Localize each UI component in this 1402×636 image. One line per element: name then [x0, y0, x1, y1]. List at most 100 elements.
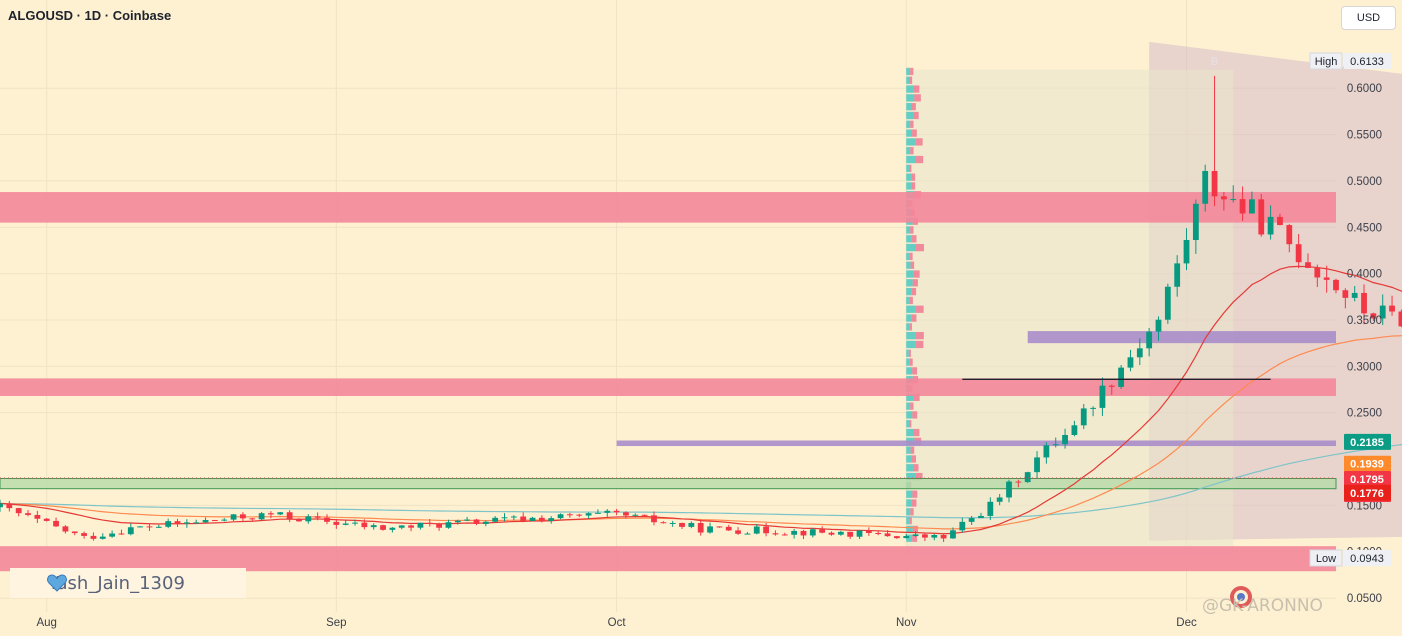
- candle-down: [380, 525, 386, 530]
- ema-200-line: [0, 443, 1402, 519]
- candle-up: [968, 518, 975, 522]
- candle-up: [193, 522, 200, 524]
- candle-up: [1118, 367, 1125, 387]
- volume-bar-down: [910, 446, 915, 454]
- candle-down: [296, 518, 302, 522]
- time-tick-label: Oct: [608, 617, 627, 629]
- candle-down: [90, 535, 97, 539]
- moving-averages: [0, 265, 1402, 535]
- volume-bar-down: [910, 226, 914, 234]
- wave-label-b: B: [1211, 56, 1218, 68]
- candle-up: [482, 521, 489, 524]
- volume-bar-down: [912, 490, 918, 498]
- candle-up: [1230, 199, 1237, 201]
- candle-down: [1277, 216, 1283, 226]
- candle-up: [221, 519, 228, 521]
- candle-up: [809, 529, 816, 536]
- price-tick-label: 0.2500: [1347, 408, 1382, 420]
- candle-up: [632, 514, 639, 516]
- candle-down: [613, 510, 620, 513]
- volume-bar-up: [906, 323, 910, 331]
- volume-bar-down: [910, 402, 914, 410]
- volume-bar-up: [906, 67, 911, 76]
- candle-up: [99, 536, 106, 539]
- candle-up: [1379, 305, 1386, 319]
- volume-bar-up: [906, 402, 911, 410]
- volume-bar-down: [909, 516, 912, 525]
- candle-down: [1333, 279, 1339, 291]
- candle-down: [71, 531, 78, 534]
- candle-down: [725, 526, 732, 531]
- candle-down: [174, 521, 181, 524]
- currency-button[interactable]: USD: [1341, 6, 1396, 30]
- volume-bar-up: [906, 490, 913, 498]
- candle-down: [660, 522, 667, 524]
- volume-bar-down: [913, 428, 920, 437]
- volume-bar-down: [909, 164, 912, 172]
- volume-bar-up: [906, 287, 912, 296]
- volume-bar-up: [906, 534, 913, 542]
- volume-bar-up: [906, 173, 912, 181]
- candle-down: [1398, 311, 1402, 327]
- candle-down: [1370, 313, 1377, 319]
- candle-up: [912, 534, 919, 537]
- candle-down: [1361, 292, 1367, 314]
- volume-bar-up: [906, 499, 912, 507]
- candle-down: [1342, 290, 1349, 298]
- volume-bar-down: [909, 76, 913, 84]
- volume-bar-down: [913, 85, 920, 93]
- candle-up: [1164, 286, 1171, 320]
- candle-down: [1295, 244, 1302, 263]
- candle-up: [1192, 203, 1199, 241]
- candle-down: [118, 533, 125, 535]
- candle-up: [595, 512, 601, 514]
- candle-up: [0, 503, 3, 508]
- volume-bar-down: [913, 393, 920, 401]
- volume-bar-up: [906, 340, 916, 349]
- candle-up: [707, 526, 713, 533]
- volume-bar-up: [906, 332, 916, 340]
- candle-up: [1136, 348, 1143, 358]
- volume-bar-down: [910, 120, 914, 128]
- candle-down: [473, 519, 480, 524]
- candle-up: [370, 525, 377, 528]
- candle-up: [1202, 170, 1209, 204]
- volume-bar-down: [910, 147, 914, 155]
- low-price-value: 0.0943: [1350, 553, 1384, 565]
- volume-bar-up: [906, 182, 912, 190]
- candle-down: [361, 522, 368, 528]
- annotation-lines: BCD: [0, 56, 1336, 479]
- price-tick-label: 0.6000: [1347, 83, 1382, 95]
- candle-down: [828, 532, 835, 535]
- candle-down: [324, 517, 330, 522]
- candle-up: [791, 530, 798, 535]
- candle-up: [501, 517, 508, 519]
- candle-up: [1043, 445, 1050, 458]
- candle-down: [1108, 385, 1115, 387]
- candle-up: [1024, 472, 1031, 483]
- candle-down: [1015, 481, 1022, 483]
- candle-up: [202, 520, 209, 523]
- candle-up: [1127, 357, 1134, 368]
- candle-down: [1314, 267, 1321, 278]
- volume-bar-up: [906, 420, 910, 428]
- candle-down: [81, 533, 87, 536]
- candle-up: [183, 522, 190, 524]
- volume-bar-down: [910, 67, 914, 76]
- candle-up: [753, 526, 760, 534]
- candle-down: [436, 523, 443, 528]
- candle-up: [557, 514, 564, 519]
- volume-bar-down: [910, 508, 914, 516]
- high-price-value-box: [1344, 53, 1391, 69]
- price-tick-label: 0.4000: [1347, 269, 1382, 281]
- candle-up: [277, 512, 284, 515]
- volume-bar-up: [906, 243, 917, 252]
- volume-bar-up: [906, 367, 913, 375]
- candle-down: [408, 525, 414, 528]
- volume-bar-down: [909, 252, 913, 261]
- volume-profile: [906, 67, 1234, 557]
- price-tick-label: 0.0500: [1347, 593, 1382, 605]
- candle-up: [389, 527, 396, 530]
- candle-up: [398, 525, 405, 528]
